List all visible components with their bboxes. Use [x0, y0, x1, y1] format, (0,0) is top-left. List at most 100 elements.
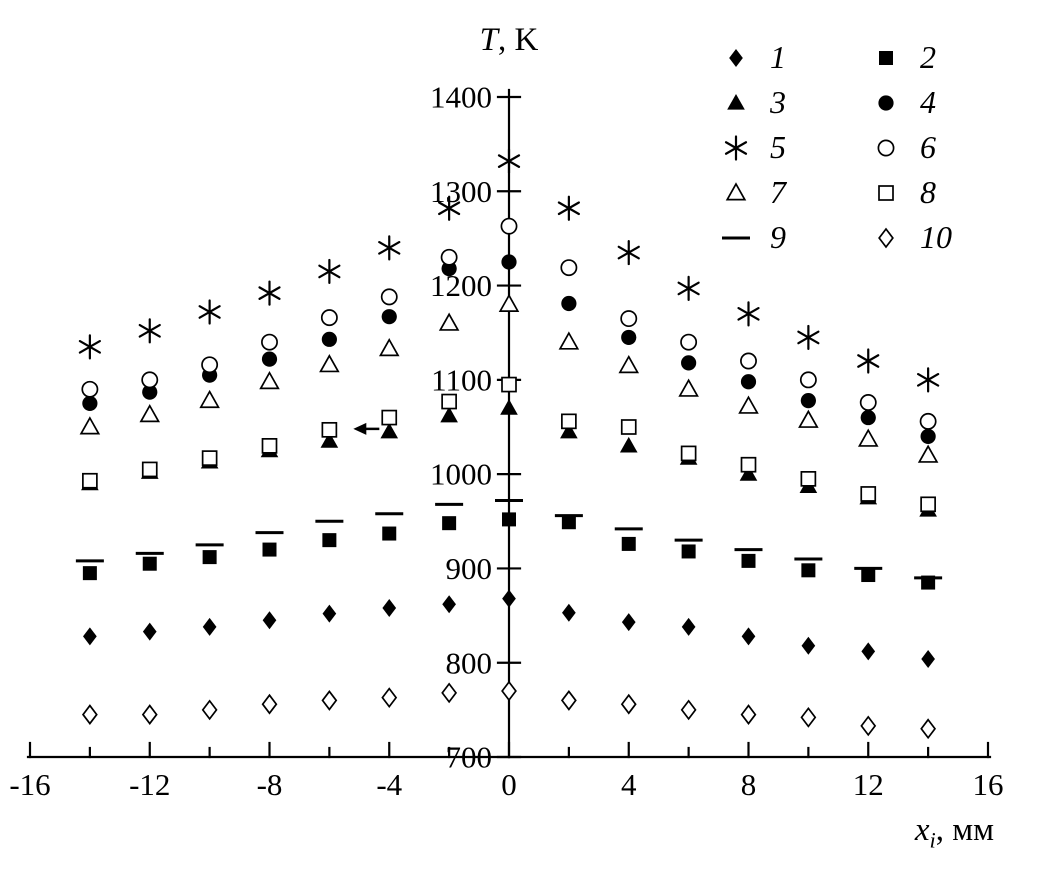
- series-4-point: [381, 309, 397, 325]
- y-tick-label: 1200: [430, 268, 492, 303]
- square-filled-icon: [879, 50, 893, 65]
- triangle-open-icon: [725, 181, 747, 201]
- series-7-point: [798, 409, 819, 428]
- axes: [26, 88, 992, 759]
- legend: 1 2 3 4 5 6 7 8 9 10: [716, 34, 1016, 259]
- series-3-point: [619, 436, 638, 453]
- series-5-point: [737, 301, 760, 327]
- x-tick-label: 16: [973, 767, 1004, 802]
- series-8-point: [620, 419, 637, 435]
- series-8-point: [561, 413, 577, 430]
- series-6-point: [500, 217, 518, 235]
- series-3-point: [560, 422, 578, 439]
- series-7-point: [618, 354, 640, 374]
- legend-item-3: 3: [716, 79, 866, 124]
- x-tick-label: 0: [501, 767, 517, 802]
- legend-label: 10: [920, 218, 952, 255]
- series-4-point: [800, 393, 816, 409]
- series-8-point: [82, 472, 98, 489]
- series-5-point: [78, 334, 101, 360]
- series-10-point: [920, 718, 937, 740]
- series-10-point: [381, 687, 398, 709]
- series-2-point: [801, 563, 816, 578]
- x-tick-label: -16: [9, 767, 50, 802]
- series-8-point: [381, 409, 398, 426]
- series-1-point: [322, 604, 337, 623]
- series-5-point: [138, 318, 161, 344]
- series-5-point: [258, 280, 281, 306]
- series-4-point: [740, 374, 757, 390]
- legend-label: 6: [920, 128, 936, 165]
- series-6: [81, 217, 937, 430]
- series-2-point: [681, 544, 696, 559]
- series-5-point: [318, 258, 341, 285]
- series-6-point: [320, 309, 338, 327]
- series-8-point: [860, 486, 877, 502]
- series-2-point: [262, 542, 277, 557]
- series-10-point: [261, 693, 278, 715]
- series-4-point: [501, 254, 517, 270]
- series-1-point: [741, 627, 756, 646]
- y-axis-title: T, K: [480, 22, 539, 59]
- series-8-point: [680, 445, 697, 462]
- x-tick-label: 12: [853, 767, 884, 802]
- series-7-point: [378, 338, 400, 357]
- circle-filled-icon: [878, 94, 894, 111]
- legend-item-7: 7: [716, 169, 866, 214]
- series-5-point: [797, 324, 820, 351]
- x-axis-unit: , мм: [935, 812, 994, 848]
- series-7-point: [917, 444, 939, 463]
- series-3-point: [380, 422, 399, 439]
- series-5-point: [677, 275, 700, 301]
- series-1-point: [502, 589, 516, 608]
- arrow-left-annotation: [353, 422, 380, 435]
- series-2: [82, 512, 936, 590]
- legend-marker-circle-filled: [878, 94, 894, 111]
- x-axis-subscript: i: [929, 827, 936, 853]
- series-7-point: [498, 293, 520, 312]
- series-6-point: [81, 380, 99, 398]
- series-2-point: [621, 536, 636, 551]
- series-8-point: [740, 456, 757, 473]
- series-10-point: [201, 699, 218, 721]
- series-7-point: [678, 378, 699, 397]
- series-2-point: [561, 515, 576, 530]
- series-4-point: [261, 351, 278, 367]
- y-tick-label: 900: [446, 551, 493, 586]
- series-5-point: [617, 239, 640, 266]
- legend-marker-triangle-filled: [727, 93, 745, 110]
- series-6-point: [680, 333, 698, 351]
- series-8-point: [141, 461, 158, 478]
- series-1-point: [562, 603, 576, 622]
- series-5: [78, 148, 940, 393]
- series-4-point: [621, 329, 637, 346]
- series-1-point: [262, 611, 277, 630]
- legend-marker-triangle-open: [725, 181, 747, 201]
- series-2-point: [382, 526, 397, 541]
- series-5-point: [198, 299, 221, 325]
- x-tick-label: 8: [741, 767, 757, 802]
- series-10-point: [740, 704, 757, 725]
- series-10-point: [800, 706, 817, 728]
- series-1-point: [861, 642, 876, 661]
- triangle-filled-icon: [727, 93, 745, 110]
- x-tick-label: -8: [257, 767, 283, 802]
- series-1: [83, 589, 935, 668]
- y-axis-symbol: T: [479, 22, 499, 58]
- series-4-point: [321, 331, 337, 347]
- series-7-point: [79, 416, 101, 435]
- legend-label: 3: [770, 83, 786, 120]
- series-9: [75, 499, 943, 580]
- series-4-point: [920, 428, 936, 445]
- series-6-point: [799, 371, 817, 389]
- y-tick-label: 800: [446, 645, 493, 680]
- y-axis-unit: , K: [498, 22, 539, 58]
- series-7-point: [738, 395, 759, 414]
- legend-label: 9: [770, 218, 786, 255]
- series-6-point: [919, 412, 937, 430]
- x-tick-label: 4: [621, 767, 637, 802]
- series-1-point: [202, 617, 217, 636]
- series-3-point: [500, 399, 518, 415]
